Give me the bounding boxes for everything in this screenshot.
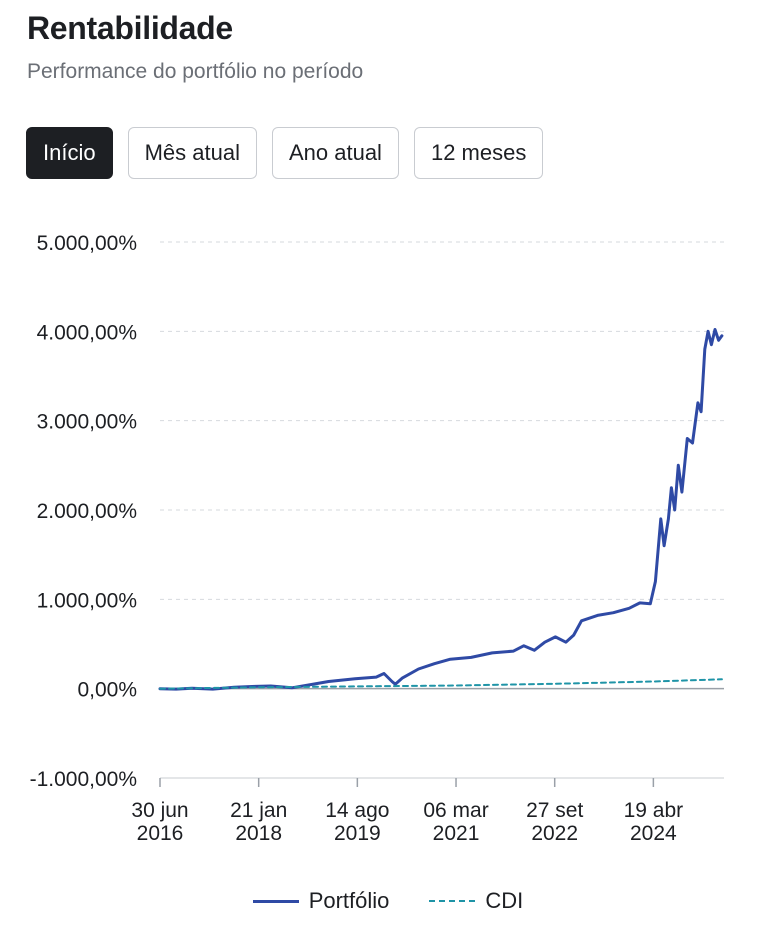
- x-tick-label-year: 2019: [334, 822, 381, 845]
- x-tick-label-year: 2016: [137, 822, 184, 845]
- grid-lines: [160, 241, 724, 779]
- legend-item-cdi[interactable]: CDI: [429, 888, 523, 914]
- legend-swatch-cdi: [429, 900, 476, 902]
- y-tick-label: 2.000,00%: [37, 500, 137, 523]
- x-tick-label-year: 2021: [433, 822, 480, 845]
- y-tick-label: 1.000,00%: [37, 589, 137, 612]
- legend-label-cdi: CDI: [485, 888, 524, 913]
- x-tick-label: 27 set: [526, 799, 583, 822]
- tab-mes-atual[interactable]: Mês atual: [127, 127, 257, 179]
- page-title: Rentabilidade: [27, 10, 233, 46]
- y-tick-label: 0,00%: [77, 679, 137, 702]
- tab-ano-atual[interactable]: Ano atual: [271, 127, 399, 179]
- y-tick-label: 5.000,00%: [37, 232, 137, 255]
- legend-label-portfolio: Portfólio: [308, 888, 390, 913]
- series-line-cdi: [159, 678, 723, 690]
- page-subtitle: Performance do portfólio no período: [27, 60, 364, 83]
- legend-item-portfolio[interactable]: Portfólio: [252, 888, 390, 914]
- x-tick-label: 06 mar: [423, 799, 488, 822]
- y-tick-label: 3.000,00%: [37, 411, 137, 434]
- x-tick-label-year: 2024: [630, 822, 677, 845]
- tab-inicio[interactable]: Início: [26, 127, 113, 179]
- y-axis-ticks: 5.000,00% 4.000,00% 3.000,00% 2.000,00% 1.00…: [30, 232, 137, 791]
- legend-swatch-portfolio: [252, 899, 299, 903]
- x-tick-label: 19 abr: [624, 799, 684, 822]
- performance-chart: 5.000,00% 4.000,00% 3.000,00% 2.000,00% 1.00…: [30, 232, 724, 845]
- tab-12-meses[interactable]: 12 meses: [413, 127, 544, 179]
- y-tick-label: 4.000,00%: [37, 321, 137, 344]
- x-tick-label: 21 jan: [230, 799, 287, 822]
- x-tick-label-year: 2022: [531, 822, 578, 845]
- x-tick-label-year: 2018: [235, 822, 282, 845]
- period-tabs: Início Mês atual Ano atual 12 meses: [26, 127, 544, 179]
- series-line-portfolio: [158, 328, 724, 691]
- x-tick-label: 30 jun: [131, 799, 188, 822]
- y-tick-label: -1.000,00%: [30, 768, 137, 791]
- legend: Portfólio CDI: [0, 888, 776, 914]
- series-lines: [158, 328, 724, 691]
- x-tick-label: 14 ago: [325, 799, 389, 822]
